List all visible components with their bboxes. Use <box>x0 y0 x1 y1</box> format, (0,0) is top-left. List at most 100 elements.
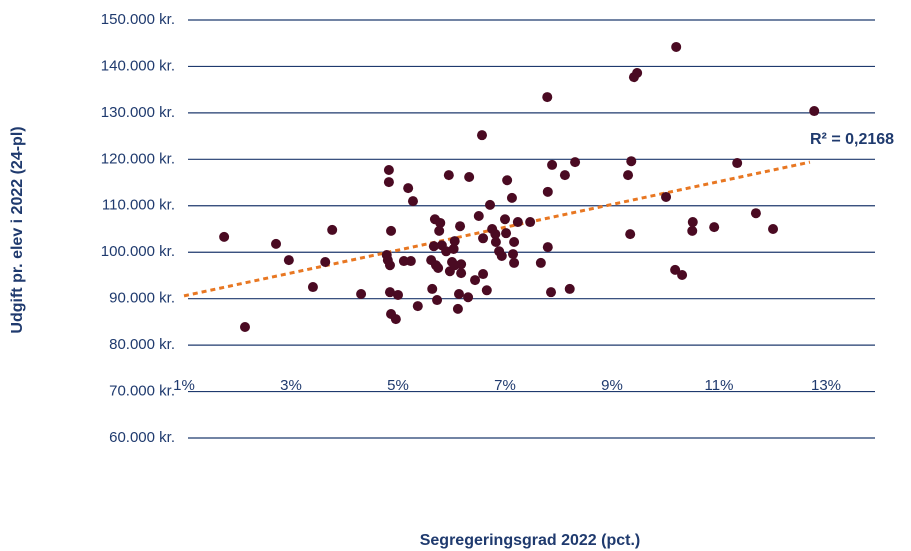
point <box>626 156 637 167</box>
trendline <box>183 160 811 298</box>
x-tick-label: 5% <box>387 377 409 394</box>
point <box>398 256 409 267</box>
point <box>383 165 394 176</box>
point <box>384 287 395 298</box>
point <box>625 229 636 240</box>
point <box>452 303 463 314</box>
point <box>768 224 779 234</box>
y-tick-label: 90.000 kr. <box>109 290 175 307</box>
point <box>671 41 682 52</box>
point <box>559 170 570 181</box>
point <box>506 192 517 203</box>
point <box>407 196 418 207</box>
point <box>478 269 489 280</box>
point <box>502 175 513 186</box>
point <box>433 263 444 274</box>
y-tick-label: 100.000 kr. <box>101 243 175 260</box>
point <box>307 282 318 293</box>
point <box>546 287 557 298</box>
point <box>435 217 446 228</box>
point <box>687 217 698 228</box>
point <box>443 170 454 181</box>
point <box>464 171 475 182</box>
point <box>509 237 520 248</box>
point <box>412 301 423 312</box>
point <box>509 257 520 268</box>
x-tick-label: 1% <box>173 377 195 394</box>
point <box>456 268 467 279</box>
point <box>512 217 523 228</box>
y-tick-label: 120.000 kr. <box>101 150 175 167</box>
point <box>508 249 519 260</box>
point <box>809 106 820 117</box>
r-squared-annotation: R² = 0,2168 <box>810 131 894 148</box>
point <box>320 256 331 267</box>
point <box>661 191 672 202</box>
point <box>677 269 688 280</box>
point <box>463 292 474 303</box>
point <box>456 259 467 270</box>
point <box>525 217 536 228</box>
point <box>501 228 512 239</box>
point <box>670 264 681 275</box>
y-tick-label: 140.000 kr. <box>101 57 175 74</box>
grid: 60.000 kr. 70.000 kr. 80.000 kr. 90.000 kr.… <box>101 11 875 446</box>
point <box>547 159 558 170</box>
point <box>476 130 487 141</box>
point <box>386 225 397 236</box>
point <box>327 224 338 235</box>
point <box>632 67 643 78</box>
x-tick-label: 7% <box>494 377 516 394</box>
y-tick-label: 70.000 kr. <box>109 383 175 400</box>
x-tick-label: 13% <box>811 377 841 394</box>
point <box>271 238 282 249</box>
y-tick-label: 130.000 kr. <box>101 104 175 121</box>
point <box>535 257 546 268</box>
point <box>485 199 496 210</box>
y-tick-label: 60.000 kr. <box>109 429 175 446</box>
point <box>490 229 501 240</box>
y-axis-title: Udgift pr. elev i 2022 (24-pl) <box>9 126 26 333</box>
point <box>449 236 460 247</box>
point <box>428 241 439 252</box>
x-tick-label: 11% <box>705 377 734 394</box>
x-axis-title: Segregeringsgrad 2022 (pct.) <box>420 532 641 549</box>
point <box>403 183 414 194</box>
point <box>283 255 294 266</box>
point <box>448 243 459 254</box>
point <box>687 225 698 236</box>
y-tick-label: 110.000 kr. <box>102 197 175 214</box>
point <box>356 289 367 300</box>
point <box>239 321 250 332</box>
point <box>219 231 230 242</box>
point <box>542 242 553 253</box>
point <box>570 157 581 168</box>
point <box>453 289 464 300</box>
point <box>542 186 553 197</box>
point <box>496 250 507 261</box>
point <box>564 283 575 294</box>
x-tick-label: 3% <box>280 377 302 394</box>
point <box>500 214 510 225</box>
y-tick-label: 150.000 kr. <box>101 11 175 28</box>
point <box>383 177 394 188</box>
point <box>427 283 438 294</box>
point <box>750 208 761 219</box>
point <box>490 237 501 248</box>
x-tick-label: 9% <box>601 377 623 394</box>
point <box>384 260 395 271</box>
point <box>542 92 553 103</box>
point <box>478 233 489 244</box>
point <box>709 222 720 233</box>
point <box>405 256 416 267</box>
y-tick-label: 80.000 kr. <box>109 336 175 353</box>
point <box>434 225 445 236</box>
point <box>481 285 492 296</box>
point <box>732 158 743 169</box>
point <box>473 210 484 221</box>
point <box>432 295 443 306</box>
point <box>455 221 466 232</box>
point <box>393 289 403 300</box>
